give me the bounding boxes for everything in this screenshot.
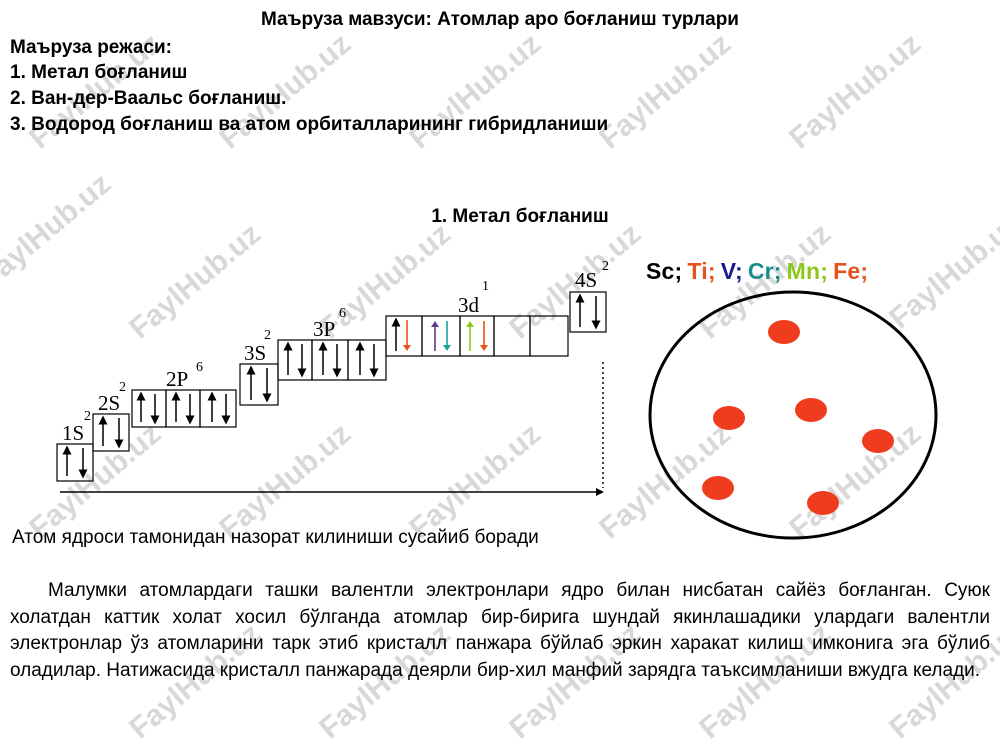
crystal-circle-diagram (648, 290, 938, 540)
crystal-boundary (648, 290, 938, 540)
ion-nucleus (702, 476, 734, 500)
orbital-box-3d-3 (459, 315, 495, 357)
element-symbol: Fe; (833, 258, 869, 284)
diagram-caption: Атом ядроси тамонидан назорат килиниши с… (12, 527, 539, 548)
colored-electron-arrows (403, 320, 488, 351)
orbital-label-1s: 1S (62, 421, 84, 445)
plan-heading: Маъруза режаси: (10, 37, 172, 58)
orbital-box-3d-5 (529, 315, 569, 357)
orbital-box-3d-2 (421, 315, 461, 357)
element-list: Sc; Ti; V; Cr; Mn; Fe; (646, 258, 873, 285)
orbital-box-3p-2 (311, 339, 349, 381)
orbital-sup-3s: 2 (264, 328, 271, 343)
orbital-label-2p: 2P (166, 367, 188, 391)
ion-nucleus (795, 398, 827, 422)
orbital-sup-3d: 1 (482, 279, 489, 294)
element-symbol: Ti; (687, 258, 716, 284)
orbital-diagram: 1S 2 2S 2 2P 6 3S 2 3P 6 3d 1 4S 2 (56, 259, 609, 496)
orbital-box-3p-1 (277, 339, 313, 381)
ion-nucleus (768, 320, 800, 344)
watermark-text: FaylHub.uz (593, 27, 737, 155)
ion-nucleus (862, 429, 894, 453)
orbital-sup-4s: 2 (602, 259, 609, 274)
orbital-label-2s: 2S (98, 391, 120, 415)
lecture-title: Маъруза мавзуси: Атомлар аро боғланиш ту… (261, 9, 739, 30)
orbital-box-3d-4 (493, 315, 531, 357)
ion-nucleus (807, 491, 839, 515)
element-symbol: Cr; (747, 258, 782, 284)
orbital-box-4s (569, 291, 607, 333)
element-symbol: Sc; (646, 258, 683, 284)
plan-item-2: 2. Ван-дер-Ваальс боғланиш. (10, 88, 287, 109)
orbital-label-3s: 3S (244, 341, 266, 365)
watermark-text: FaylHub.uz (783, 27, 927, 155)
orbital-sup-3p: 6 (339, 306, 346, 321)
electron-arrows (62, 293, 601, 479)
orbital-box-3d-1 (385, 315, 423, 357)
orbital-box-1s (56, 443, 94, 482)
orbital-box-3s (239, 363, 279, 406)
orbital-box-3p-3 (347, 339, 387, 381)
section-title: 1. Метал боғланиш (431, 206, 609, 227)
orbital-box-2p-2 (165, 389, 201, 428)
plan-item-3: 3. Водород боғланиш ва атом орбиталларин… (10, 114, 609, 135)
orbital-label-3d: 3d (458, 293, 480, 317)
orbital-sup-2p: 6 (196, 360, 203, 375)
ion-nucleus (713, 406, 745, 430)
orbital-box-2p-1 (131, 389, 167, 428)
orbital-box-2p-3 (199, 389, 237, 428)
orbital-sup-1s: 2 (84, 409, 91, 424)
orbital-label-3p: 3P (313, 317, 335, 341)
plan-item-1: 1. Метал боғланиш (10, 62, 188, 83)
element-symbol: Mn; (786, 258, 829, 284)
watermark-text: FaylHub.uz (403, 27, 547, 155)
element-symbol: V; (720, 258, 743, 284)
orbital-box-2s (92, 413, 130, 452)
orbital-label-4s: 4S (575, 268, 597, 292)
orbital-sup-2s: 2 (119, 380, 126, 395)
body-paragraph: Малумки атомлардаги ташки валентли элект… (10, 580, 990, 681)
